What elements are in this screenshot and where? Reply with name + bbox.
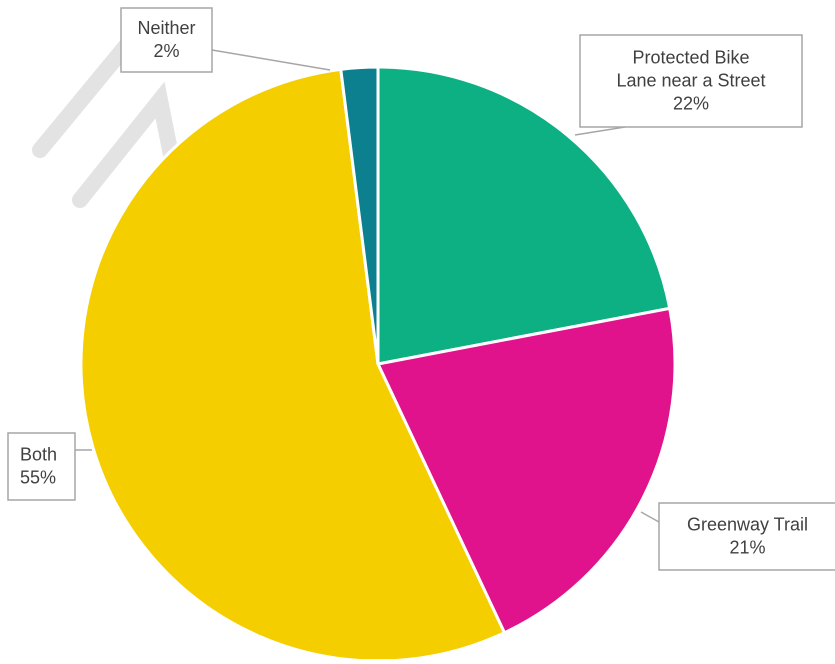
data-label-value: 21% xyxy=(729,538,765,558)
data-label-value: 55% xyxy=(20,468,56,488)
pie-slice-neither xyxy=(339,65,380,366)
pie-slice-protected-bike-lane-near-a-street xyxy=(376,65,672,366)
data-label-value: 2% xyxy=(153,41,179,61)
leader-line-greenway-trail xyxy=(640,511,660,523)
data-label-box xyxy=(7,432,76,501)
data-label-category: Greenway Trail xyxy=(687,515,808,535)
data-label-box xyxy=(579,34,803,128)
leader-lines-layer xyxy=(75,49,660,523)
data-label-category: Protected Bike xyxy=(632,48,749,68)
data-label-greenway-trail: Greenway Trail 21% xyxy=(658,502,835,571)
slices-layer xyxy=(79,65,677,663)
data-label-category: Both xyxy=(20,445,57,465)
data-label-category: Neither xyxy=(137,18,195,38)
data-label-value: 22% xyxy=(673,94,709,114)
data-label-box xyxy=(120,7,213,73)
leader-line-protected-bike-lane-near-a-street xyxy=(574,126,626,136)
data-label-box xyxy=(658,502,835,571)
data-label-neither: Neither 2% xyxy=(120,7,213,73)
pie-slice-greenway-trail xyxy=(376,306,677,635)
data-label-both: Both 55% xyxy=(7,432,76,501)
data-label-protected-bike-lane-near-a-street: Protected Bike Lane near a Street 22% xyxy=(579,34,803,128)
leader-line-neither xyxy=(211,49,331,71)
callouts-layer: Protected Bike Lane near a Street 22% Green… xyxy=(7,7,835,571)
data-label-category: Lane near a Street xyxy=(616,71,765,91)
